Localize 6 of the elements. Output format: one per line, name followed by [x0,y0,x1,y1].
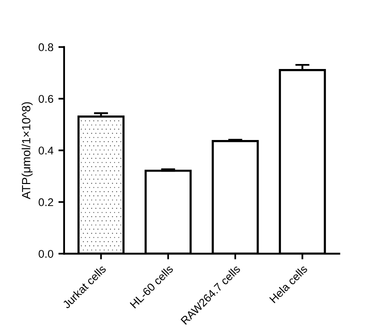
y-tick-label: 0.2 [38,198,54,206]
y-axis-title: ATP(μmol/1×10^8) [22,102,33,200]
y-tick-label: 0.4 [38,146,54,154]
y-tick-label: 0.6 [38,94,54,103]
y-tick-label: 0.8 [38,43,54,52]
y-tick-label: 0.0 [38,250,54,258]
